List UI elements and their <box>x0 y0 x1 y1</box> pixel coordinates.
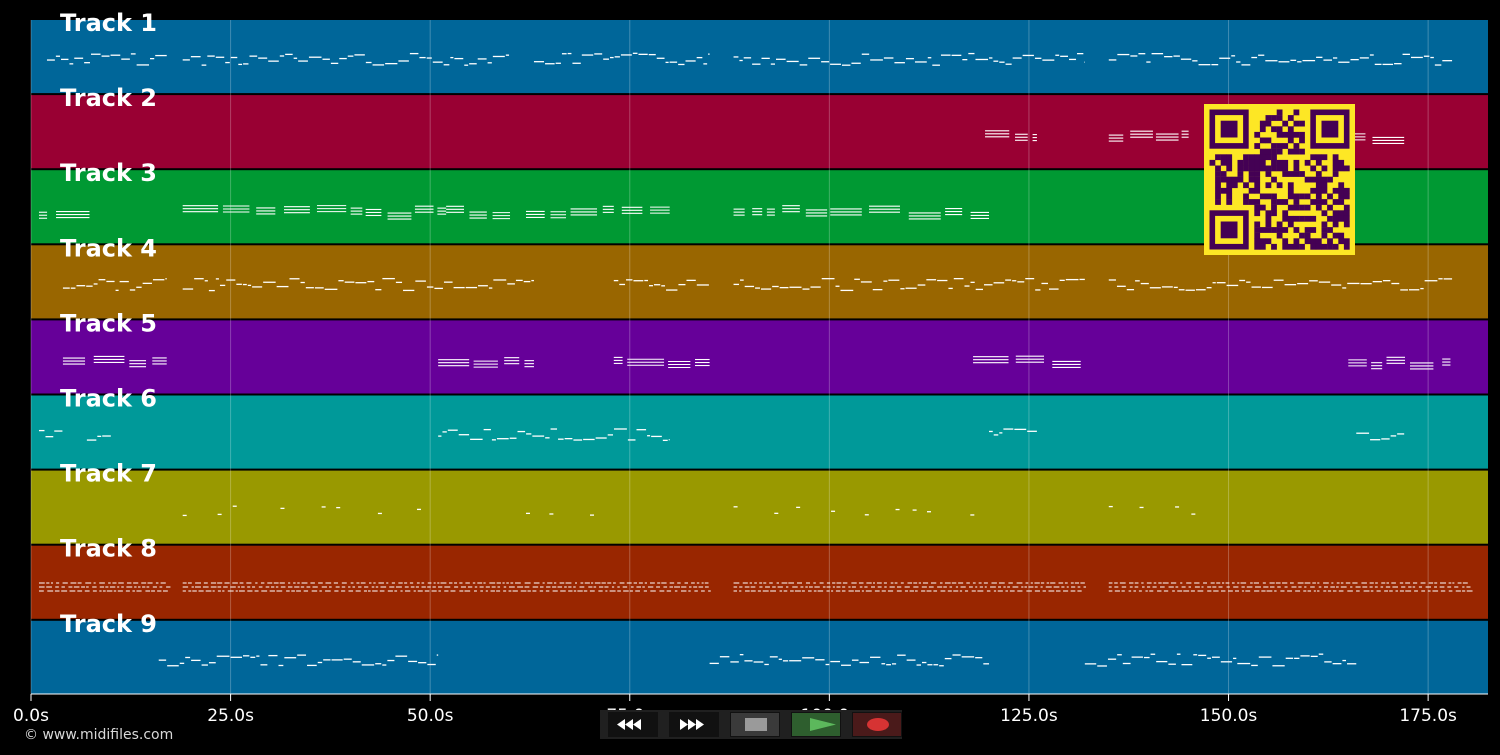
record-icon <box>867 718 889 731</box>
track-label: Track 7 <box>60 460 157 488</box>
time-tick-label: 0.0s <box>13 706 49 726</box>
track-label: Track 3 <box>60 159 157 187</box>
track-lane <box>31 320 1488 394</box>
track-label: Track 8 <box>60 535 157 563</box>
fast-forward-icon <box>680 719 704 730</box>
track-lane <box>31 395 1488 469</box>
time-tick-label: 50.0s <box>407 706 454 726</box>
track-lane <box>31 20 1488 94</box>
track-lane <box>31 245 1488 319</box>
track-lane <box>31 620 1488 694</box>
track-label: Track 2 <box>60 84 157 112</box>
record-button[interactable] <box>852 712 902 737</box>
track-lane <box>31 545 1488 619</box>
time-tick-label: 175.0s <box>1399 706 1457 726</box>
play-icon <box>810 718 836 731</box>
track-lane <box>31 470 1488 544</box>
track-label: Track 1 <box>60 9 157 37</box>
rewind-button[interactable] <box>608 712 658 737</box>
qr-code <box>1204 104 1355 255</box>
stop-button[interactable] <box>730 712 780 737</box>
track-label: Track 4 <box>60 234 157 262</box>
time-tick-label: 25.0s <box>207 706 254 726</box>
fast-forward-button[interactable] <box>669 712 719 737</box>
copyright-credit: © www.midifiles.com <box>24 727 174 743</box>
track-label: Track 9 <box>60 610 157 638</box>
rewind-icon <box>617 719 641 730</box>
play-button[interactable] <box>791 712 841 737</box>
playback-controls <box>600 710 902 739</box>
time-tick-label: 125.0s <box>1000 706 1058 726</box>
stop-icon <box>745 718 767 731</box>
track-label: Track 5 <box>60 309 157 337</box>
time-tick-label: 150.0s <box>1200 706 1258 726</box>
track-label: Track 6 <box>60 385 157 413</box>
